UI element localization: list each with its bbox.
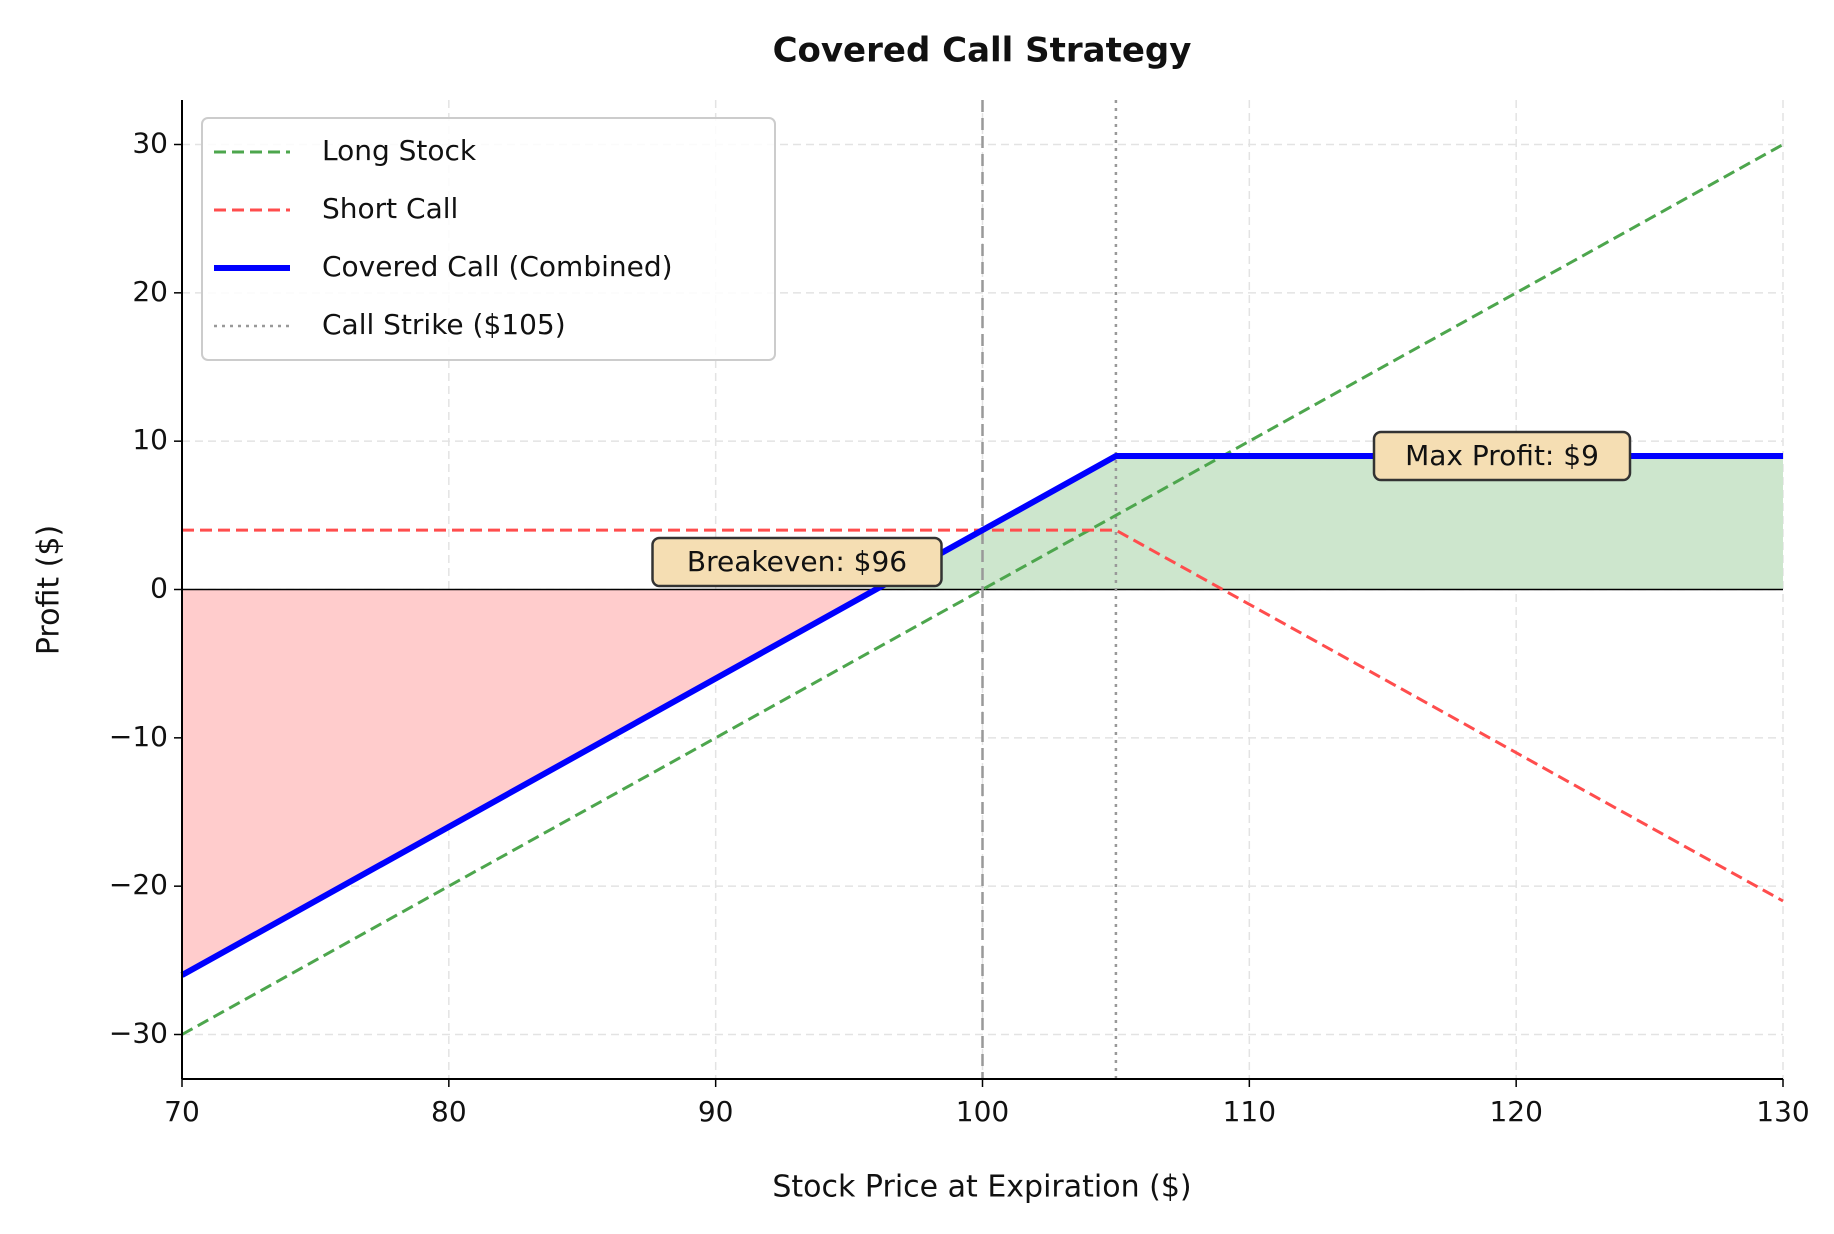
x-tick-label: 110 [1223, 1095, 1276, 1128]
legend-label: Call Strike ($105) [322, 308, 566, 341]
y-tick-label: −10 [109, 720, 168, 753]
legend-box [201, 117, 776, 361]
x-tick-label: 120 [1489, 1095, 1542, 1128]
series-line [180, 453, 1783, 978]
y-tick-label: −20 [109, 868, 168, 901]
annotation-text: Max Profit: $9 [1405, 439, 1599, 472]
y-tick-label: −30 [109, 1017, 168, 1050]
profit-area [875, 456, 1783, 590]
y-tick-label: 30 [132, 127, 168, 160]
y-tick-label: 0 [150, 572, 168, 605]
x-axis-label: Stock Price at Expiration ($) [772, 1170, 1191, 1205]
legend-label: Long Stock [322, 134, 477, 167]
legend-label: Covered Call (Combined) [322, 250, 673, 283]
annotation-text: Breakeven: $96 [687, 545, 907, 578]
series-line [181, 143, 1784, 1036]
y-tick-label: 10 [132, 423, 168, 456]
annotation-box [651, 536, 943, 588]
legend-label: Short Call [322, 192, 458, 225]
x-tick-label: 80 [431, 1095, 467, 1128]
y-tick-label: 20 [132, 275, 168, 308]
x-tick-label: 100 [956, 1095, 1009, 1128]
x-tick-label: 70 [164, 1095, 200, 1128]
y-axis-label: Profit ($) [32, 525, 67, 655]
chart-title: Covered Call Strategy [773, 31, 1192, 71]
annotation-box [1372, 430, 1632, 482]
x-tick-label: 90 [698, 1095, 734, 1128]
x-tick-label: 130 [1756, 1095, 1809, 1128]
